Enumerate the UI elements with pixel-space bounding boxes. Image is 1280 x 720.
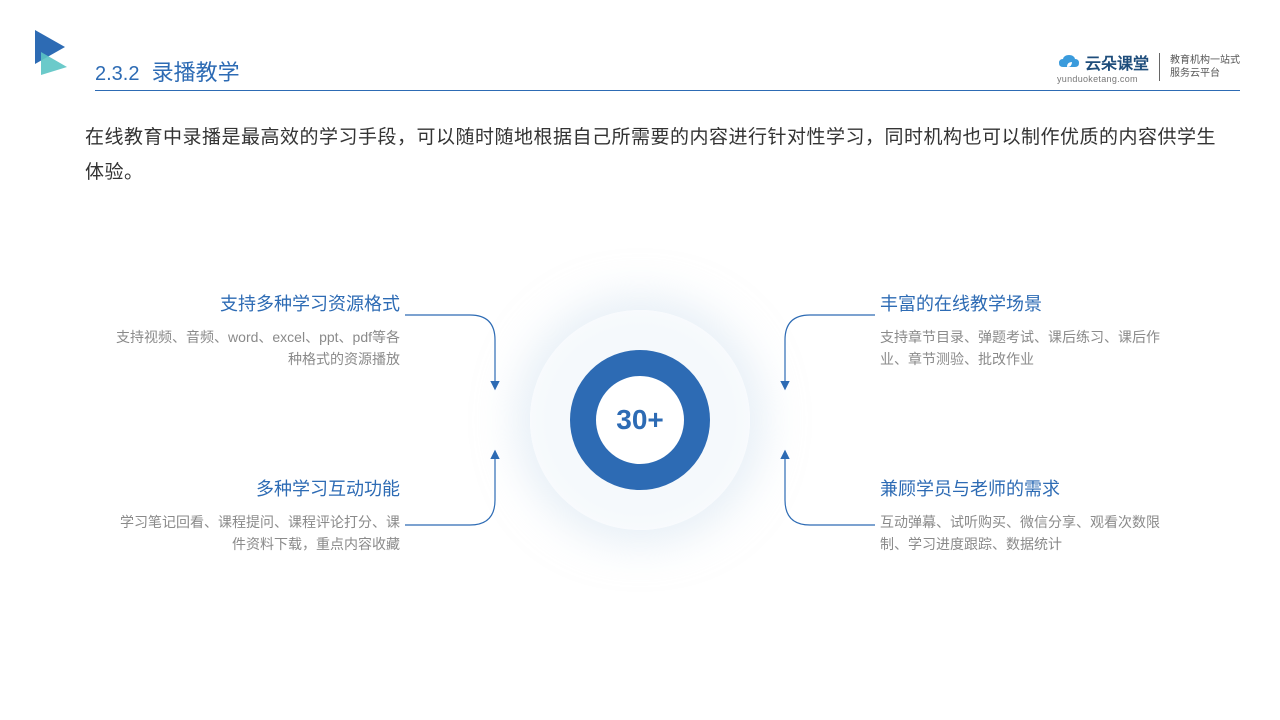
- connector-tr: [730, 310, 880, 400]
- intro-paragraph: 在线教育中录播是最高效的学习手段，可以随时随地根据自己所需要的内容进行针对性学习…: [85, 120, 1220, 190]
- center-halo: 30+: [530, 310, 750, 530]
- section-title: 2.3.2 录播教学: [95, 55, 240, 87]
- header-underline: [95, 90, 1240, 91]
- logo-divider: [1159, 53, 1160, 81]
- slide-header: 2.3.2 录播教学 云朵课堂 yunduoketang.com 教育机构一站式…: [0, 30, 1280, 80]
- feature-title: 支持多种学习资源格式: [110, 290, 400, 316]
- connector-tl: [400, 310, 550, 400]
- brand-domain: yunduoketang.com: [1057, 74, 1138, 84]
- brand-logo: 云朵课堂 yunduoketang.com 教育机构一站式服务云平台: [1057, 50, 1240, 84]
- center-ring: 30+: [570, 350, 710, 490]
- section-number: 2.3.2: [95, 63, 139, 85]
- connector-br: [730, 440, 880, 530]
- feature-bottom-right: 兼顾学员与老师的需求 互动弹幕、试听购买、微信分享、观看次数限制、学习进度跟踪、…: [880, 475, 1170, 556]
- feature-top-left: 支持多种学习资源格式 支持视频、音频、word、excel、ppt、pdf等各种…: [110, 290, 400, 371]
- feature-title: 丰富的在线教学场景: [880, 290, 1170, 316]
- feature-desc: 支持视频、音频、word、excel、ppt、pdf等各种格式的资源播放: [110, 326, 400, 371]
- feature-bottom-left: 多种学习互动功能 学习笔记回看、课程提问、课程评论打分、课件资料下载，重点内容收…: [110, 475, 400, 556]
- feature-desc: 支持章节目录、弹题考试、课后练习、课后作业、章节测验、批改作业: [880, 326, 1170, 371]
- section-title-text: 录播教学: [152, 60, 240, 85]
- brand-name: 云朵课堂: [1085, 50, 1149, 74]
- feature-top-right: 丰富的在线教学场景 支持章节目录、弹题考试、课后练习、课后作业、章节测验、批改作…: [880, 290, 1170, 371]
- feature-desc: 学习笔记回看、课程提问、课程评论打分、课件资料下载，重点内容收藏: [110, 511, 400, 556]
- feature-desc: 互动弹幕、试听购买、微信分享、观看次数限制、学习进度跟踪、数据统计: [880, 511, 1170, 556]
- feature-title: 兼顾学员与老师的需求: [880, 475, 1170, 501]
- brand-tagline: 教育机构一站式服务云平台: [1170, 54, 1240, 80]
- play-icon: [35, 30, 75, 75]
- connector-bl: [400, 440, 550, 530]
- center-value: 30+: [616, 404, 664, 436]
- feature-title: 多种学习互动功能: [110, 475, 400, 501]
- cloud-icon: [1057, 53, 1081, 71]
- feature-diagram: 30+ 支持多种学习资源格式 支持视频、音频、word、excel、ppt、pd…: [0, 240, 1280, 600]
